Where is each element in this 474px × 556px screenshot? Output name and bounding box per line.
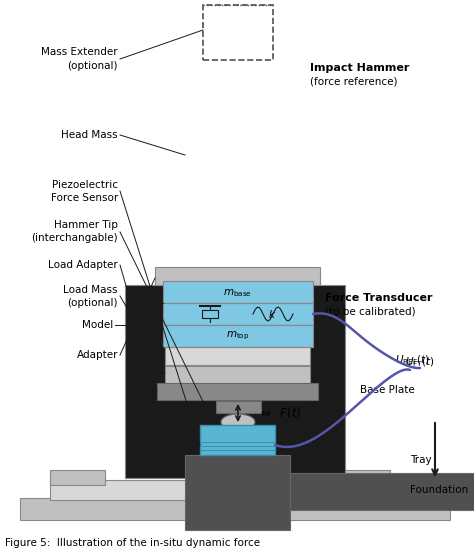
Bar [50, 470, 105, 485]
Text: Model: Model [82, 320, 113, 330]
Text: $U_{\rm REF}(t)$: $U_{\rm REF}(t)$ [395, 353, 430, 367]
Text: Figure 5:  Illustration of the in-situ dynamic force: Figure 5: Illustration of the in-situ dy… [5, 538, 260, 548]
Bar [50, 480, 390, 500]
Bar [216, 401, 261, 413]
Text: Hammer Tip: Hammer Tip [54, 220, 118, 230]
Text: $k$: $k$ [268, 308, 276, 320]
Text: Adapter: Adapter [76, 350, 118, 360]
Bar [203, 5, 273, 60]
Text: $U_{\rm FT}(t)$: $U_{\rm FT}(t)$ [405, 355, 435, 369]
Bar [200, 425, 275, 455]
Text: $\Leftrightarrow$  $F(t)$: $\Leftrightarrow$ $F(t)$ [258, 405, 301, 420]
Bar [202, 310, 218, 318]
Bar [155, 267, 320, 285]
Text: Base Plate: Base Plate [360, 385, 415, 395]
Text: $m_{\rm top}$: $m_{\rm top}$ [226, 330, 250, 342]
Text: Force Transducer: Force Transducer [325, 293, 432, 303]
Bar [125, 285, 345, 478]
Text: Foundation: Foundation [410, 485, 468, 495]
Bar [165, 366, 310, 383]
Text: (to be calibrated): (to be calibrated) [325, 307, 416, 317]
Ellipse shape [221, 414, 255, 430]
Text: $b$: $b$ [206, 308, 214, 320]
Bar [290, 473, 474, 510]
Text: (interchangable): (interchangable) [31, 233, 118, 243]
Bar [157, 383, 318, 400]
Bar [165, 347, 310, 365]
Bar [163, 303, 313, 325]
Text: (optional): (optional) [67, 61, 118, 71]
Text: Force Sensor: Force Sensor [51, 193, 118, 203]
Text: Mass Extender: Mass Extender [41, 47, 118, 57]
Bar [335, 470, 390, 485]
Bar [163, 325, 313, 347]
Text: (optional): (optional) [67, 298, 118, 308]
Bar [163, 281, 313, 303]
Bar [185, 455, 290, 530]
Text: $m_{\rm base}$: $m_{\rm base}$ [224, 287, 253, 299]
Text: Tray: Tray [410, 455, 432, 465]
Text: Impact Hammer: Impact Hammer [310, 63, 410, 73]
Text: Head Mass: Head Mass [61, 130, 118, 140]
Text: Load Mass: Load Mass [64, 285, 118, 295]
Text: (force reference): (force reference) [310, 77, 398, 87]
Text: Piezoelectric: Piezoelectric [52, 180, 118, 190]
Bar [20, 498, 450, 520]
Text: Load Adapter: Load Adapter [48, 260, 118, 270]
